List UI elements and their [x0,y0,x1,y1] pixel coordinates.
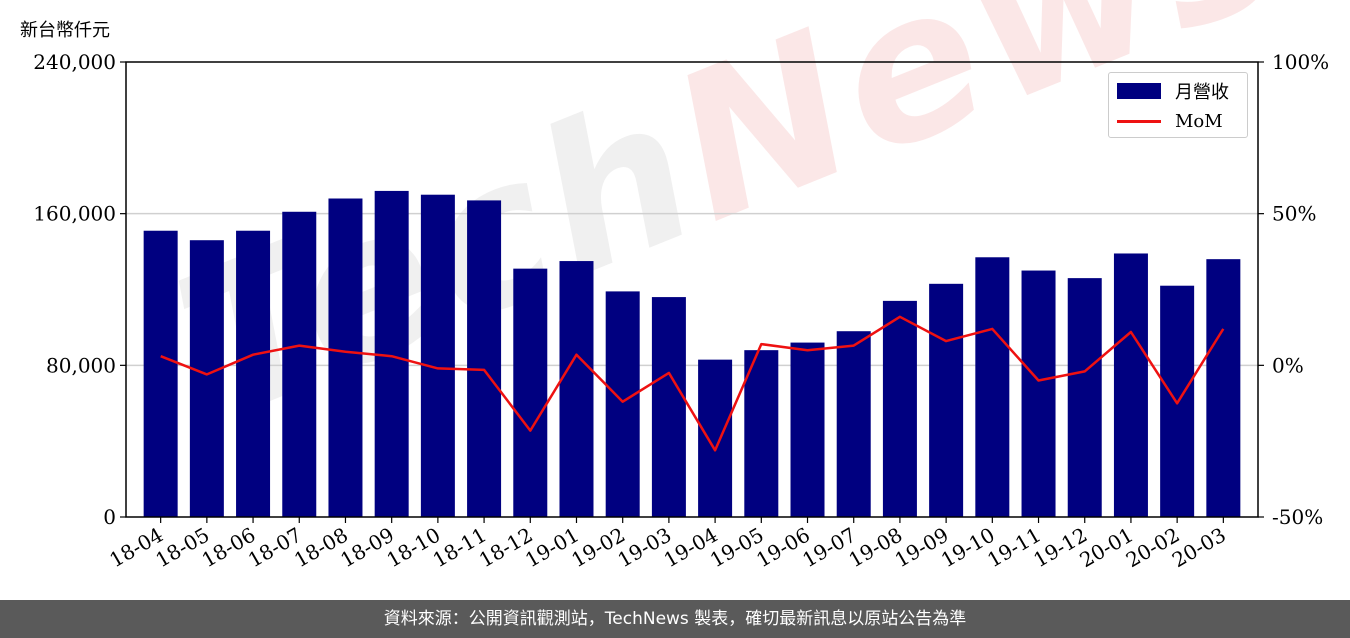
y2-tick-label: 50% [1272,202,1316,226]
bar [1021,270,1056,517]
y-tick-label: 160,000 [33,202,116,226]
legend-label-revenue: 月營收 [1175,82,1229,103]
bar [420,194,455,518]
bar [467,200,502,518]
bar [651,297,686,517]
legend-swatch-bar [1117,83,1161,99]
legend-item-revenue: 月營收 [1117,79,1229,103]
bar [328,198,363,517]
bar [1206,259,1241,517]
bar [929,283,964,517]
bar [282,211,317,518]
bar [744,350,779,517]
bar [236,230,271,517]
mom-line [160,315,1225,452]
bar [1113,253,1148,517]
bar [836,331,871,517]
legend-swatch-line [1117,119,1161,123]
bar [975,257,1010,517]
bar [698,359,733,517]
bar [559,261,594,517]
plot-frame [125,61,1259,518]
revenue-chart: 080,000160,000240,000-50%0%50%100%18-041… [33,50,1329,573]
x-tick-label: 20-03 [1168,523,1230,573]
y-tick-label: 0 [103,505,116,529]
bar [605,291,640,517]
y2-tick-label: 0% [1272,353,1304,377]
legend-label-mom: MoM [1175,110,1223,132]
y-axis-unit-label: 新台幣仟元 [20,20,110,41]
y-tick-label: 240,000 [33,50,116,74]
legend-item-mom: MoM [1117,109,1223,133]
y2-tick-label: 100% [1272,50,1329,74]
bar [143,230,178,517]
bar [189,240,224,518]
y2-tick-label: -50% [1272,505,1323,529]
chart-legend: 月營收 MoM [1108,72,1248,138]
bar [790,342,825,517]
source-footer: 資料來源：公開資訊觀測站，TechNews 製表，確切最新訊息以原站公告為準 [0,600,1350,638]
bar [513,268,548,517]
bar [882,300,917,517]
y-tick-label: 80,000 [46,353,116,377]
bar [1067,278,1102,517]
